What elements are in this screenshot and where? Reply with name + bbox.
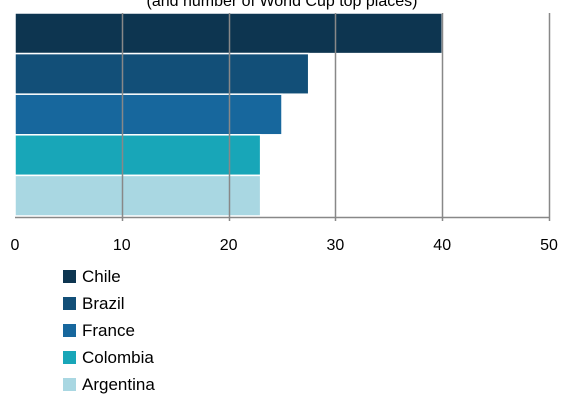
legend-label-colombia: Colombia <box>82 347 154 367</box>
legend-item-brazil: Brazil <box>63 290 155 317</box>
legend: Chile Brazil France Colombia Argentina <box>63 263 155 398</box>
legend-item-colombia: Colombia <box>63 344 155 371</box>
x-tick-label-40: 40 <box>433 237 451 254</box>
legend-label-argentina: Argentina <box>82 374 155 394</box>
x-tick-label-30: 30 <box>327 237 345 254</box>
legend-item-argentina: Argentina <box>63 371 155 398</box>
x-tick-label-50: 50 <box>540 237 558 254</box>
legend-label-france: France <box>82 320 135 340</box>
chart-subtitle: (and number of World Cup top places) <box>147 0 418 10</box>
bar-colombia <box>14 134 262 177</box>
bar-france <box>14 93 283 136</box>
x-tick-label-20: 20 <box>220 237 238 254</box>
bar-brazil <box>14 52 310 95</box>
legend-swatch-brazil <box>63 297 76 310</box>
legend-label-brazil: Brazil <box>82 293 125 313</box>
x-tick-labels: 0 10 20 30 40 50 <box>11 237 558 254</box>
x-tick-label-0: 0 <box>11 237 20 254</box>
bar-chile <box>14 12 443 55</box>
legend-label-chile: Chile <box>82 266 121 286</box>
gridlines <box>121 13 551 221</box>
legend-swatch-colombia <box>63 351 76 364</box>
legend-item-chile: Chile <box>63 263 155 290</box>
legend-swatch-france <box>63 324 76 337</box>
legend-swatch-chile <box>63 270 76 283</box>
legend-swatch-argentina <box>63 378 76 391</box>
bar-argentina <box>14 174 262 217</box>
legend-item-france: France <box>63 317 155 344</box>
x-tick-label-10: 10 <box>113 237 131 254</box>
bars <box>14 12 443 217</box>
